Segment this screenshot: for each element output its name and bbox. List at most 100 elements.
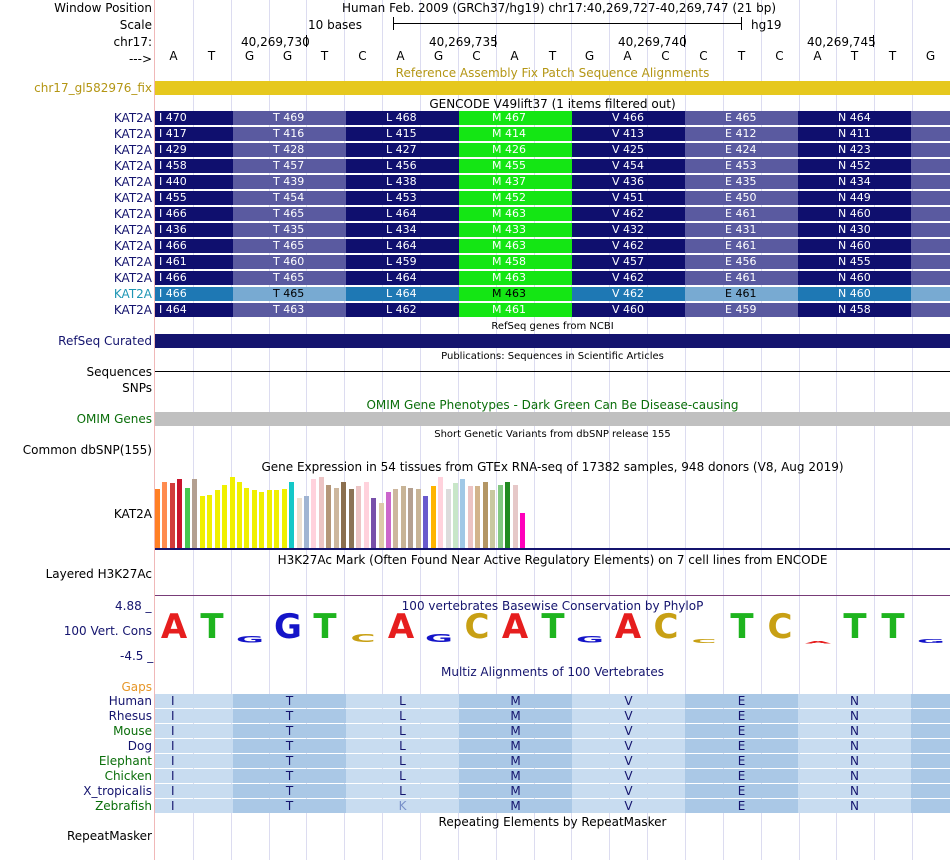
gtex-tissue-bar[interactable] xyxy=(259,492,264,548)
gencode-codon[interactable]: L 456 xyxy=(346,159,459,173)
multiz-aa[interactable]: L xyxy=(346,694,459,708)
gencode-codon[interactable]: N 460 xyxy=(798,271,911,285)
gtex-tissue-bar[interactable] xyxy=(319,477,324,548)
multiz-aa[interactable]: T xyxy=(233,784,346,798)
gencode-row-label[interactable]: KAT2A xyxy=(113,191,152,205)
multiz-aa[interactable]: V xyxy=(572,784,685,798)
gtex-tissue-bar[interactable] xyxy=(505,482,510,548)
gencode-codon[interactable]: L 453 xyxy=(346,191,459,205)
gtex-tissue-bar[interactable] xyxy=(423,496,428,548)
gtex-tissue-bar[interactable] xyxy=(177,479,182,548)
gencode-row-label[interactable]: KAT2A xyxy=(113,223,152,237)
multiz-aa[interactable]: E xyxy=(685,769,798,783)
multiz-aa[interactable]: E xyxy=(685,724,798,738)
gencode-row-tail[interactable] xyxy=(911,207,950,221)
gencode-row-tail[interactable] xyxy=(911,303,950,317)
multiz-aa[interactable]: V xyxy=(572,709,685,723)
multiz-row-tail[interactable] xyxy=(911,709,950,723)
multiz-species-label[interactable]: Mouse xyxy=(113,724,152,738)
multiz-aa[interactable]: E xyxy=(685,799,798,813)
gencode-codon[interactable]: I 466 xyxy=(155,239,233,253)
multiz-species-label[interactable]: Chicken xyxy=(104,769,152,783)
fix-patch-title[interactable]: Reference Assembly Fix Patch Sequence Al… xyxy=(395,66,710,80)
gencode-codon[interactable]: N 460 xyxy=(798,287,911,301)
refseq-label[interactable]: RefSeq Curated xyxy=(58,334,152,348)
multiz-aa[interactable]: N xyxy=(798,784,911,798)
multiz-aa[interactable]: M xyxy=(459,799,572,813)
gencode-codon[interactable]: N 460 xyxy=(798,207,911,221)
gencode-codon[interactable]: V 451 xyxy=(572,191,685,205)
multiz-aa[interactable]: N xyxy=(798,799,911,813)
gencode-row-tail[interactable] xyxy=(911,159,950,173)
gencode-codon[interactable]: M 461 xyxy=(459,303,572,317)
gencode-codon[interactable]: L 459 xyxy=(346,255,459,269)
gencode-codon[interactable]: T 465 xyxy=(233,287,346,301)
multiz-aa[interactable]: N xyxy=(798,739,911,753)
multiz-row-tail[interactable] xyxy=(911,739,950,753)
multiz-aa[interactable]: T xyxy=(233,694,346,708)
gtex-tissue-bar[interactable] xyxy=(520,513,525,548)
gencode-codon[interactable]: T 463 xyxy=(233,303,346,317)
gencode-codon[interactable]: V 462 xyxy=(572,239,685,253)
gtex-tissue-bar[interactable] xyxy=(207,495,212,548)
multiz-species-label[interactable]: X_tropicalis xyxy=(83,784,152,798)
multiz-aa[interactable]: V xyxy=(572,799,685,813)
gtex-tissue-bar[interactable] xyxy=(222,485,227,548)
gencode-codon[interactable]: L 438 xyxy=(346,175,459,189)
gencode-codon[interactable]: M 414 xyxy=(459,127,572,141)
gencode-codon[interactable]: T 454 xyxy=(233,191,346,205)
multiz-aa[interactable]: T xyxy=(233,769,346,783)
gtex-tissue-bar[interactable] xyxy=(356,486,361,548)
multiz-aa[interactable]: K xyxy=(346,799,459,813)
omim-bar[interactable] xyxy=(155,412,950,426)
gencode-codon[interactable]: T 428 xyxy=(233,143,346,157)
multiz-aa[interactable]: I xyxy=(155,709,233,723)
gtex-tissue-bar[interactable] xyxy=(200,496,205,548)
multiz-aa[interactable]: M xyxy=(459,784,572,798)
gtex-tissue-bar[interactable] xyxy=(416,489,421,548)
gtex-tissue-bar[interactable] xyxy=(364,482,369,548)
gtex-tissue-bar[interactable] xyxy=(513,485,518,548)
gtex-title[interactable]: Gene Expression in 54 tissues from GTEx … xyxy=(261,460,844,474)
gtex-tissue-bar[interactable] xyxy=(460,479,465,548)
gencode-row-label[interactable]: KAT2A xyxy=(113,255,152,269)
multiz-aa[interactable]: M xyxy=(459,754,572,768)
gtex-tissue-bar[interactable] xyxy=(475,486,480,548)
gencode-codon[interactable]: T 416 xyxy=(233,127,346,141)
gtex-tissue-bar[interactable] xyxy=(252,490,257,548)
multiz-aa[interactable]: V xyxy=(572,754,685,768)
multiz-aa[interactable]: I xyxy=(155,724,233,738)
multiz-aa[interactable]: I xyxy=(155,799,233,813)
gencode-codon[interactable]: I 455 xyxy=(155,191,233,205)
multiz-aa[interactable]: M xyxy=(459,724,572,738)
gencode-codon[interactable]: V 432 xyxy=(572,223,685,237)
gencode-codon[interactable]: E 461 xyxy=(685,271,798,285)
gencode-codon[interactable]: I 440 xyxy=(155,175,233,189)
gencode-codon[interactable]: E 412 xyxy=(685,127,798,141)
gtex-tissue-bar[interactable] xyxy=(215,490,220,548)
gtex-label[interactable]: KAT2A xyxy=(113,507,152,521)
gencode-codon[interactable]: N 434 xyxy=(798,175,911,189)
gencode-row-tail[interactable] xyxy=(911,143,950,157)
gencode-codon[interactable]: E 453 xyxy=(685,159,798,173)
gencode-row-label[interactable]: KAT2A xyxy=(113,303,152,317)
multiz-aa[interactable]: V xyxy=(572,694,685,708)
gencode-row-label[interactable]: KAT2A xyxy=(113,239,152,253)
gencode-codon[interactable]: I 429 xyxy=(155,143,233,157)
gtex-tissue-bar[interactable] xyxy=(237,482,242,548)
h3k27ac-label[interactable]: Layered H3K27Ac xyxy=(45,567,152,581)
multiz-species-label[interactable]: Elephant xyxy=(98,754,152,768)
multiz-aa[interactable]: E xyxy=(685,754,798,768)
gencode-codon[interactable]: N 430 xyxy=(798,223,911,237)
gtex-tissue-bar[interactable] xyxy=(162,482,167,548)
gencode-codon[interactable]: E 465 xyxy=(685,111,798,125)
gencode-codon[interactable]: E 461 xyxy=(685,287,798,301)
gencode-codon[interactable]: L 464 xyxy=(346,207,459,221)
gtex-tissue-bar[interactable] xyxy=(282,489,287,548)
gencode-codon[interactable]: N 449 xyxy=(798,191,911,205)
multiz-species-label[interactable]: Dog xyxy=(127,739,152,753)
gencode-codon[interactable]: N 464 xyxy=(798,111,911,125)
gtex-tissue-bar[interactable] xyxy=(289,482,294,548)
repeatmasker-label[interactable]: RepeatMasker xyxy=(66,829,152,843)
gencode-codon[interactable]: L 462 xyxy=(346,303,459,317)
